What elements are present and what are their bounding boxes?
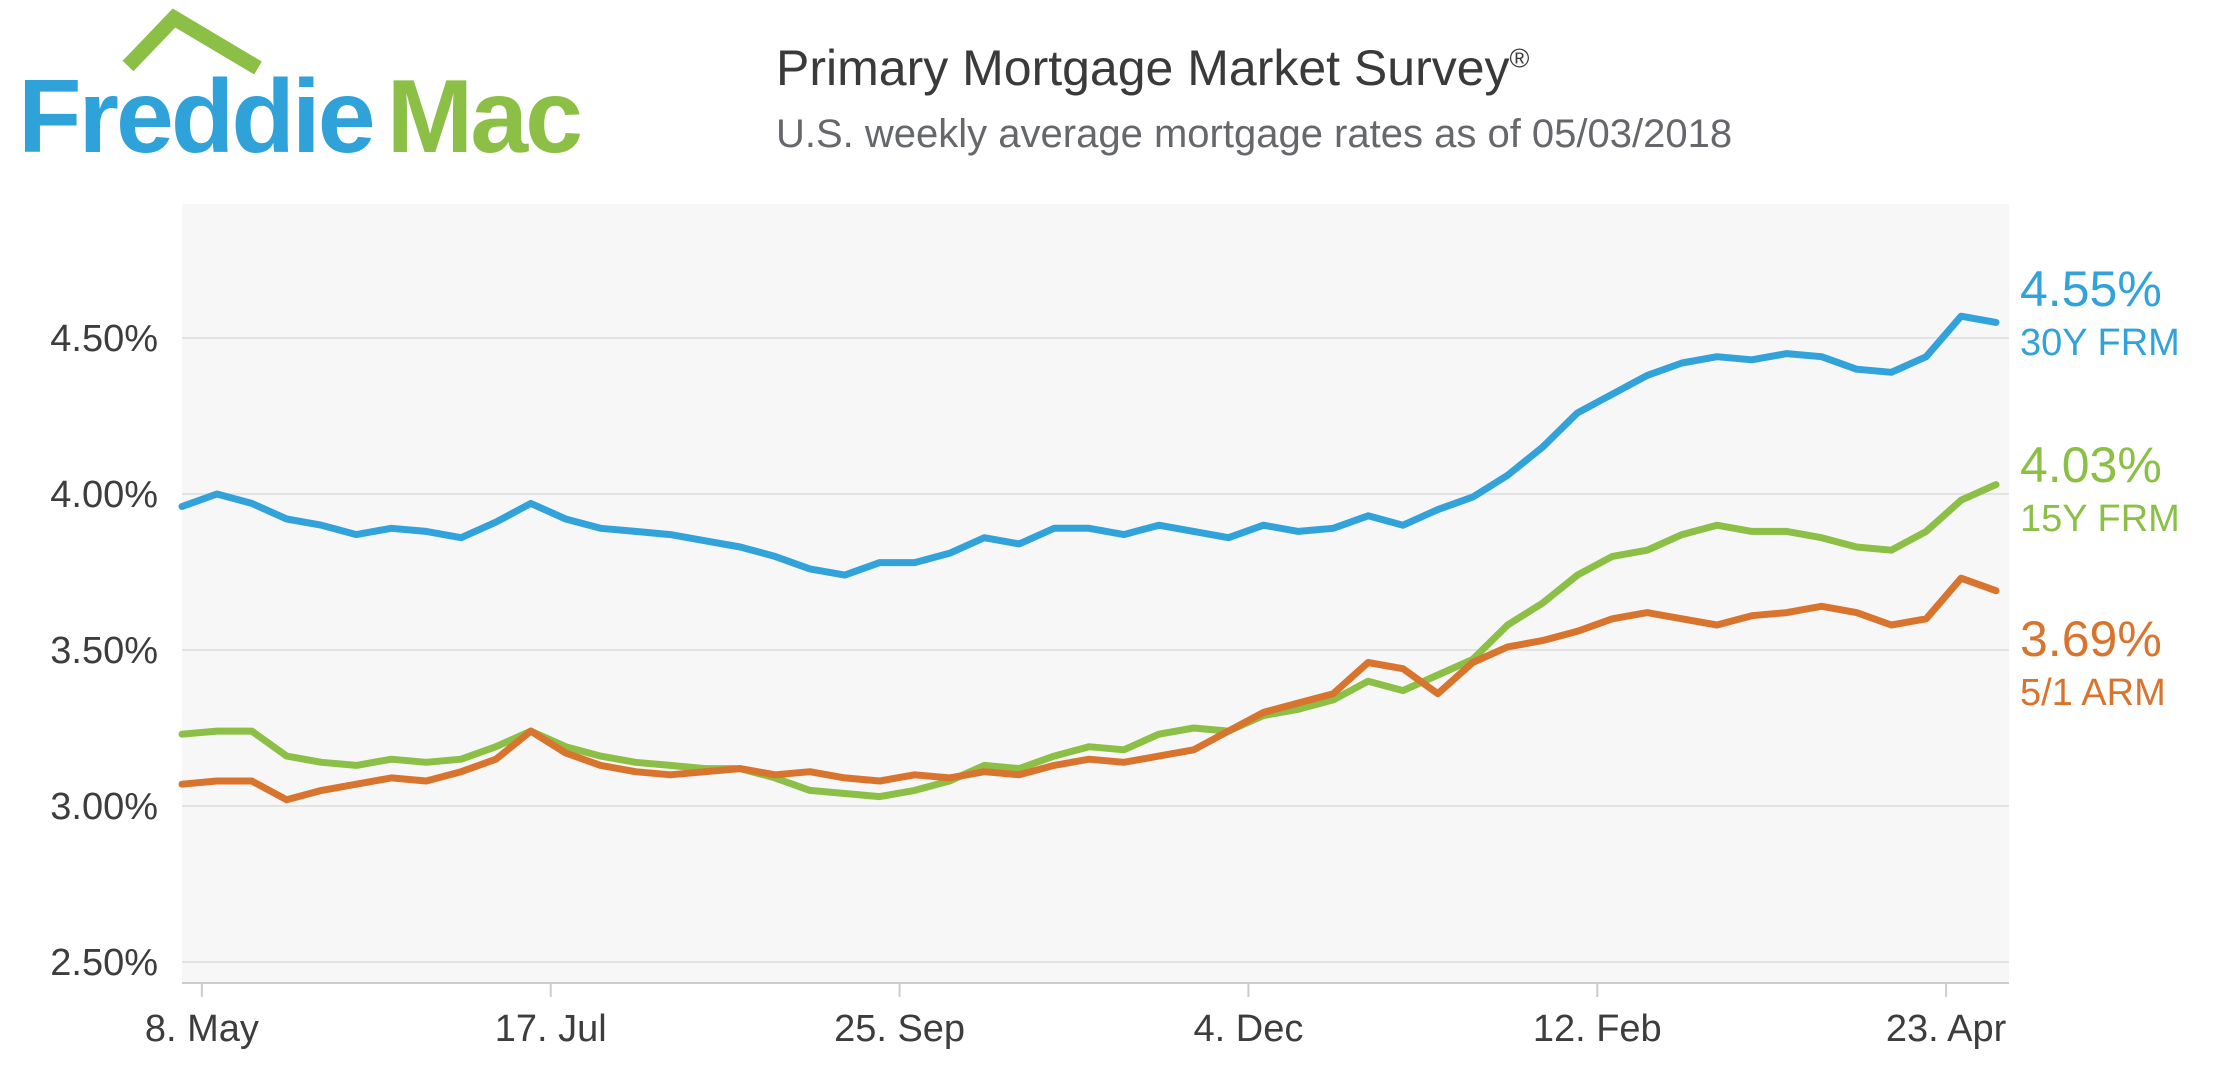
logo-wordmark: Freddie Mac xyxy=(18,59,583,175)
series-end-label-15y-frm: 4.03% 15Y FRM xyxy=(2020,438,2180,541)
x-axis-label: 8. May xyxy=(145,1008,259,1050)
house-roof-icon xyxy=(122,8,262,74)
y-axis-label: 3.50% xyxy=(50,630,158,672)
y-axis-label: 2.50% xyxy=(50,942,158,984)
plot-area xyxy=(182,204,2009,983)
series-line-5-1-arm xyxy=(178,574,2000,804)
series-end-value: 4.03% xyxy=(2020,437,2162,493)
series-name-label: 5/1 ARM xyxy=(2020,672,2166,714)
header: Freddie Mac Primary Mortgage Market Surve… xyxy=(0,0,2234,200)
x-axis-label: 4. Dec xyxy=(1194,1008,1304,1050)
x-axis-label: 25. Sep xyxy=(834,1008,965,1050)
x-axis-label: 12. Feb xyxy=(1533,1008,1662,1050)
title-block: Primary Mortgage Market Survey® U.S. wee… xyxy=(776,38,1732,158)
series-line-15y-frm xyxy=(178,481,2000,801)
logo-word-freddie: Freddie xyxy=(18,59,376,175)
logo-word-mac: Mac xyxy=(386,59,583,175)
y-axis-label: 3.00% xyxy=(50,786,158,828)
series-end-value: 3.69% xyxy=(2020,611,2162,667)
series-end-label-30y-frm: 4.55% 30Y FRM xyxy=(2020,262,2180,365)
y-axis-label: 4.00% xyxy=(50,474,158,516)
series-name-label: 15Y FRM xyxy=(2020,498,2180,540)
series-line-30y-frm xyxy=(178,312,2000,579)
series-name-label: 30Y FRM xyxy=(2020,322,2180,364)
freddie-mac-logo: Freddie Mac xyxy=(18,6,738,186)
page-subtitle: U.S. weekly average mortgage rates as of… xyxy=(776,112,1733,156)
x-axis-label: 23. Apr xyxy=(1886,1008,2007,1050)
page-title: Primary Mortgage Market Survey® xyxy=(776,38,1732,98)
page-title-text: Primary Mortgage Market Survey xyxy=(776,40,1510,96)
series-end-label-5-1-arm: 3.69% 5/1 ARM xyxy=(2020,612,2166,715)
series-end-value: 4.55% xyxy=(2020,261,2162,317)
x-axis-label: 17. Jul xyxy=(495,1008,607,1050)
y-axis-label: 4.50% xyxy=(50,318,158,360)
registered-trademark-symbol: ® xyxy=(1509,43,1530,74)
